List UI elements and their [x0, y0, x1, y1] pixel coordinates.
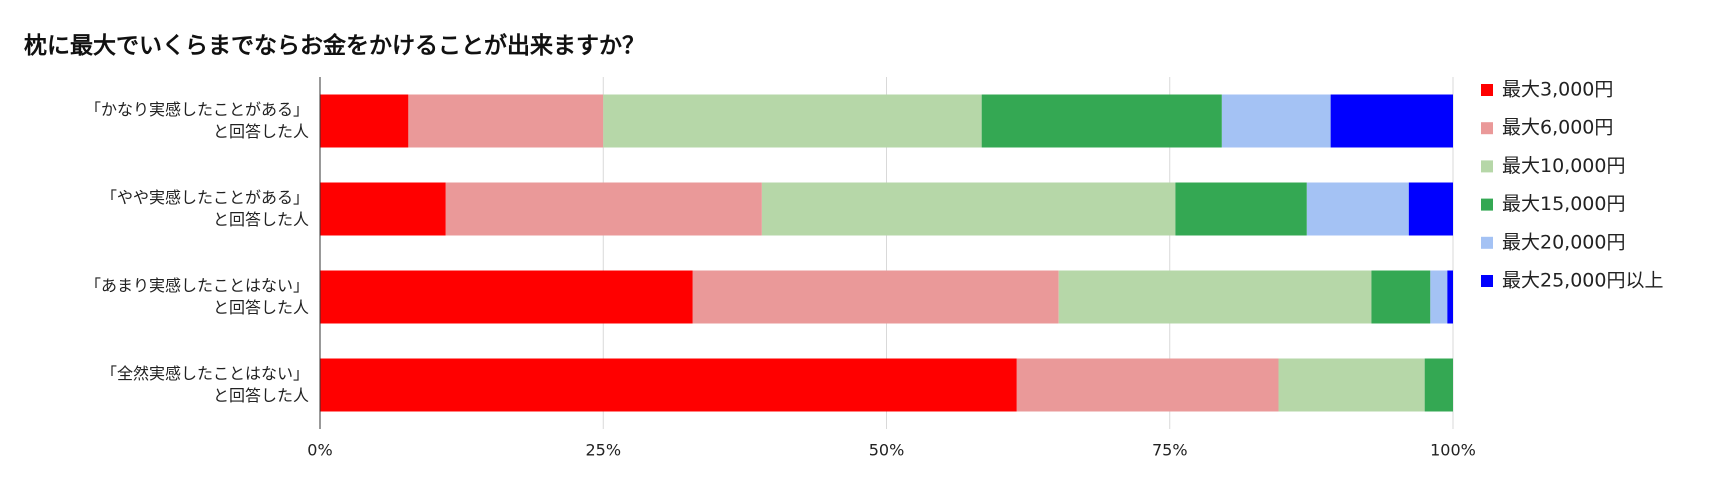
bar-segment	[761, 182, 1176, 236]
x-tick-label: 75%	[1152, 441, 1188, 460]
bar-segment	[1447, 270, 1453, 324]
bar-segment	[320, 182, 446, 236]
bar-segment	[1430, 270, 1448, 324]
bar-segment	[1408, 182, 1453, 236]
legend-label: 最大15,000円	[1502, 193, 1625, 215]
bar-segment	[1175, 182, 1307, 236]
legend-swatch	[1481, 122, 1493, 135]
bar-segment	[320, 358, 1017, 412]
bar-segment	[320, 94, 409, 148]
chart-title: 枕に最大でいくらまでならお金をかけることが出来ますか？	[24, 33, 645, 59]
bar-segment	[1278, 358, 1425, 412]
bar-segment	[1306, 182, 1409, 236]
legend-label: 最大10,000円	[1502, 155, 1625, 177]
legend-label: 最大3,000円	[1502, 79, 1613, 101]
legend-swatch	[1481, 275, 1493, 287]
bar-segment	[1424, 358, 1453, 412]
bar-segment	[1371, 270, 1431, 324]
bar-segment	[1016, 358, 1279, 412]
legend-label: 最大6,000円	[1502, 117, 1613, 139]
x-tick-label: 25%	[585, 441, 621, 460]
bar-segment	[320, 270, 693, 324]
legend-label: 最大25,000円以上	[1502, 270, 1663, 292]
bar-segment	[1058, 270, 1372, 324]
bar-segment	[445, 182, 762, 236]
legend-swatch	[1481, 236, 1493, 249]
x-tick-label: 50%	[869, 441, 905, 460]
bar-segment	[1330, 94, 1453, 148]
y-tick-label: 「かなり実感したことがある」 と回答した人	[84, 100, 309, 141]
x-tick-label: 100%	[1430, 441, 1476, 460]
bar-segment	[981, 94, 1222, 148]
bar-segment	[1221, 94, 1331, 148]
y-tick-label: 「全然実感したことはない」 と回答した人	[100, 364, 309, 405]
legend-swatch	[1481, 198, 1493, 211]
bar-segment	[603, 94, 982, 148]
y-tick-label: 「あまり実感したことはない」 と回答した人	[84, 276, 309, 317]
bar-segment	[692, 270, 1059, 324]
x-tick-label: 0%	[307, 441, 332, 460]
legend-swatch	[1481, 160, 1493, 173]
legend-swatch	[1481, 84, 1493, 96]
legend-label: 最大20,000円	[1502, 231, 1625, 253]
bar-segment	[408, 94, 604, 148]
y-tick-label: 「やや実感したことがある」 と回答した人	[100, 188, 309, 229]
